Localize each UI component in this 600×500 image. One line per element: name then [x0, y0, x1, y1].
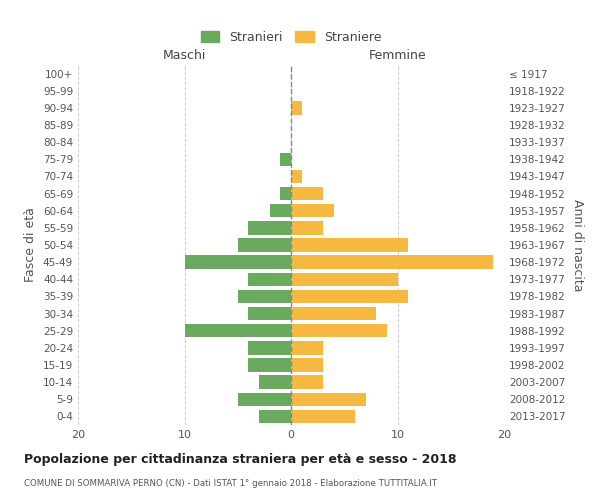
- Bar: [291, 376, 323, 389]
- Text: Femmine: Femmine: [368, 50, 427, 62]
- Bar: [291, 256, 493, 269]
- Bar: [291, 392, 365, 406]
- Bar: [291, 290, 408, 303]
- Bar: [291, 324, 387, 338]
- Bar: [185, 256, 291, 269]
- Bar: [291, 170, 302, 183]
- Bar: [291, 238, 408, 252]
- Bar: [248, 358, 291, 372]
- Text: COMUNE DI SOMMARIVA PERNO (CN) - Dati ISTAT 1° gennaio 2018 - Elaborazione TUTTI: COMUNE DI SOMMARIVA PERNO (CN) - Dati IS…: [24, 479, 437, 488]
- Bar: [291, 187, 323, 200]
- Bar: [291, 307, 376, 320]
- Bar: [248, 272, 291, 286]
- Bar: [248, 341, 291, 354]
- Bar: [280, 152, 291, 166]
- Text: Maschi: Maschi: [163, 50, 206, 62]
- Bar: [238, 290, 291, 303]
- Y-axis label: Fasce di età: Fasce di età: [25, 208, 37, 282]
- Bar: [291, 221, 323, 234]
- Y-axis label: Anni di nascita: Anni di nascita: [571, 198, 584, 291]
- Text: Popolazione per cittadinanza straniera per età e sesso - 2018: Popolazione per cittadinanza straniera p…: [24, 452, 457, 466]
- Bar: [238, 392, 291, 406]
- Bar: [238, 238, 291, 252]
- Bar: [259, 410, 291, 423]
- Bar: [248, 307, 291, 320]
- Bar: [291, 341, 323, 354]
- Bar: [185, 324, 291, 338]
- Bar: [259, 376, 291, 389]
- Bar: [248, 221, 291, 234]
- Bar: [280, 187, 291, 200]
- Bar: [291, 101, 302, 114]
- Legend: Stranieri, Straniere: Stranieri, Straniere: [194, 24, 388, 50]
- Bar: [291, 410, 355, 423]
- Bar: [270, 204, 291, 218]
- Bar: [291, 358, 323, 372]
- Bar: [291, 272, 398, 286]
- Bar: [291, 204, 334, 218]
